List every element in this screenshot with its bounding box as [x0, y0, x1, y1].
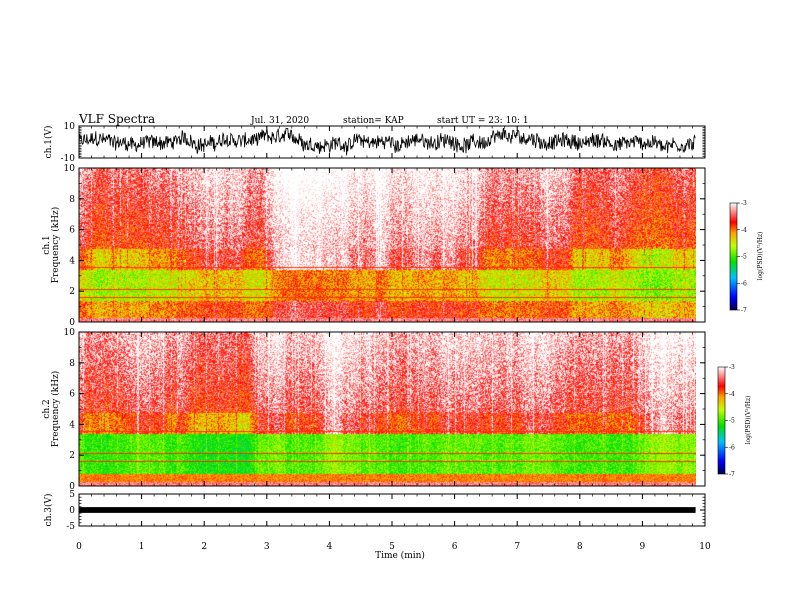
time-tick-label: 5	[389, 542, 395, 552]
ch1-waveform-panel: 10 -10 ch.1(V)	[43, 122, 706, 164]
time-tick-label: 10	[699, 542, 711, 552]
ch2-spectrogram-y-ticks: 0 2 4 6 8 10	[64, 328, 705, 492]
ch1-spectrogram-ytick-label: 2	[69, 287, 75, 297]
ch1-colorbar-tick-label: -7	[741, 307, 747, 314]
ch1-colorbar-tick-label: -6	[741, 280, 747, 287]
ch2-spectrogram-ytick-label: 2	[69, 451, 75, 461]
ch2-colorbar-tick-label: -3	[729, 364, 735, 371]
ch1-spectrogram-ytick-label: 8	[69, 195, 75, 205]
ch1-waveform-trace	[78, 127, 696, 156]
ch3-waveform-ylabel: ch.3(V)	[43, 494, 54, 527]
ch3-waveform-ytick-label: -5	[66, 522, 75, 532]
time-tick-label: 2	[201, 542, 207, 552]
ch2-colorbar: -3 -4 -5 -6 -7 log(PSD)(V²/Hz)	[717, 364, 752, 478]
ch2-spectrogram-ytick-label: 10	[64, 328, 76, 338]
ch2-colorbar-tick-label: -6	[729, 444, 735, 451]
start-time-label: start UT = 23: 10: 1	[437, 116, 529, 126]
ch1-colorbar-tick-label: -5	[741, 254, 747, 261]
time-tick-label: 7	[514, 542, 520, 552]
ch2-spectrogram-ytick-label: 8	[69, 359, 75, 369]
ch1-spectrogram-ytick-label: 6	[69, 226, 75, 236]
ch1-waveform-ytick-label: 10	[64, 122, 76, 132]
ch2-spectrogram-ytick-label: 0	[69, 482, 75, 492]
ch1-colorbar: -3 -4 -5 -6 -7 log(PSD)(V²/Hz)	[729, 200, 764, 314]
ch1-spectrogram-ytick-label: 10	[64, 164, 76, 174]
ch2-spectrogram-ytick-label: 4	[69, 420, 75, 430]
ch1-colorbar-tick-label: -4	[741, 227, 747, 234]
ch2-colorbar-gradient	[717, 366, 726, 475]
ch2-spectrogram-ytick-label: 6	[69, 390, 75, 400]
ch1-colorbar-label: log(PSD)(V²/Hz)	[757, 232, 764, 281]
ch2-colorbar-tick-label: -7	[729, 471, 735, 478]
time-tick-label: 3	[264, 542, 270, 552]
time-tick-label: 4	[327, 542, 333, 552]
ch1-channel-label: ch.1	[42, 235, 52, 254]
ch2-spectrogram-image	[79, 332, 696, 486]
time-tick-label: 6	[452, 542, 458, 552]
ch1-spectrogram-ytick-label: 4	[69, 256, 75, 266]
ch3-waveform-ytick-label: 5	[69, 490, 75, 500]
ch1-waveform-ylabel: ch.1(V)	[43, 126, 54, 159]
ch1-spectrogram-image	[79, 168, 696, 322]
ch2-colorbar-ticks: -3 -4 -5 -6 -7	[725, 364, 735, 478]
ch2-colorbar-tick-label: -4	[729, 391, 735, 398]
ch2-spectrogram-panel: 0 2 4 6 8 10 ch.2 Frequency (kHz) -3 -4 -5 -6 -7 …	[42, 328, 752, 492]
ch2-colorbar-tick-label: -5	[729, 418, 735, 425]
ch3-waveform-trace	[79, 507, 696, 513]
ch1-spectrogram-panel: 0 2 4 6 8 10 ch.1 Frequency (kHz) -3 -4 -5 -6 -7 …	[42, 164, 764, 328]
ch1-colorbar-tick-label: -3	[741, 200, 747, 207]
ch3-waveform-panel: 50-5 ch.3(V) 0 1 2 3 4 5 6 7 8 9 10 Time (min)	[43, 126, 711, 561]
time-tick-label: 0	[76, 542, 82, 552]
ch1-colorbar-gradient	[729, 202, 738, 311]
time-tick-label: 9	[640, 542, 646, 552]
ch1-spectrogram-ytick-label: 0	[69, 318, 75, 328]
ch1-waveform-ytick-label: -10	[61, 154, 76, 164]
date-label: Jul. 31, 2020	[250, 116, 309, 126]
ch1-spectrogram-ylabel: Frequency (kHz)	[50, 207, 61, 284]
station-label: station= KAP	[343, 116, 404, 126]
ch2-spectrogram-ylabel: Frequency (kHz)	[50, 371, 61, 448]
time-tick-label: 8	[577, 542, 583, 552]
figure-title: VLF Spectra	[78, 112, 155, 126]
ch1-colorbar-ticks: -3 -4 -5 -6 -7	[737, 200, 747, 314]
ch1-spectrogram-y-ticks: 0 2 4 6 8 10	[64, 164, 705, 328]
ch2-colorbar-label: log(PSD)(V²/Hz)	[745, 396, 752, 445]
time-axis-ticks: 0 1 2 3 4 5 6 7 8 9 10	[76, 126, 711, 552]
time-tick-label: 1	[139, 542, 145, 552]
ch2-channel-label: ch.2	[42, 399, 52, 418]
time-axis-label: Time (min)	[375, 550, 425, 561]
ch3-waveform-ytick-label: 0	[69, 506, 75, 516]
